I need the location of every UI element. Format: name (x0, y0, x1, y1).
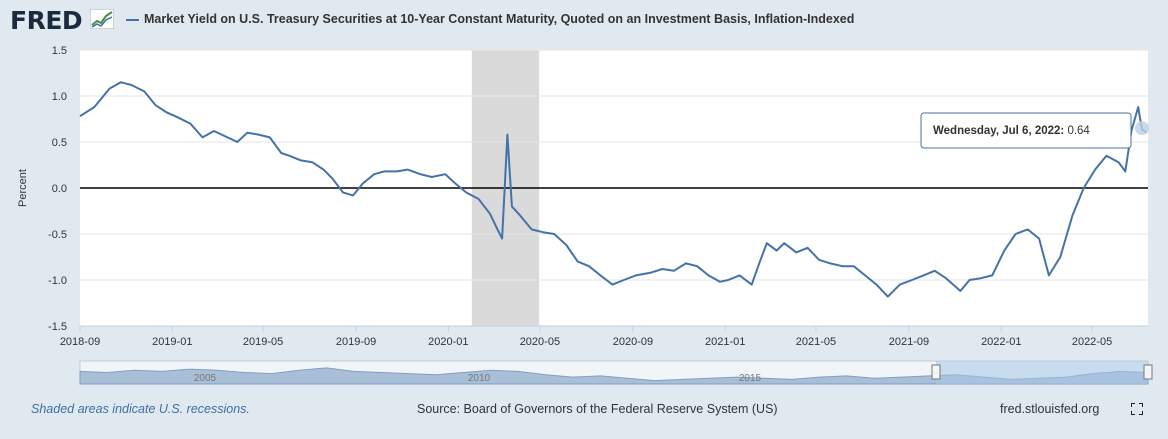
fred-logo[interactable]: FRED (10, 6, 83, 35)
y-tick-label: -1.5 (48, 321, 67, 333)
series-line[interactable] (79, 81, 1148, 298)
y-tick-label: 0.5 (52, 137, 67, 149)
y-axis-label: Percent (17, 169, 29, 207)
chart-header: FRED Market Yield on U.S. Treasury Secur… (0, 0, 1168, 40)
navigator-label: 2005 (194, 373, 217, 384)
x-tick-label: 2021-01 (705, 336, 745, 348)
y-tick-label: 1.0 (52, 91, 67, 103)
navigator-handle-right[interactable] (1143, 364, 1153, 380)
x-tick-label: 2019-01 (152, 336, 192, 348)
fullscreen-icon[interactable] (1131, 403, 1143, 415)
navigator-selection[interactable] (936, 361, 1148, 384)
x-tick-label: 2022-01 (981, 336, 1021, 348)
legend-swatch (126, 19, 139, 21)
fred-graph-icon (90, 9, 114, 29)
x-tick-label: 2020-01 (428, 336, 468, 348)
x-tick-label: 2022-05 (1072, 336, 1112, 348)
y-tick-label: 1.5 (52, 45, 67, 57)
tooltip-value: 0.64 (1064, 125, 1090, 137)
navigator-handle-left[interactable] (931, 364, 941, 380)
x-tick-label: 2019-05 (243, 336, 283, 348)
source-note: Source: Board of Governors of the Federa… (417, 402, 778, 416)
navigator-label: 2010 (468, 373, 491, 384)
x-tick-label: 2021-09 (889, 336, 929, 348)
tooltip-date: Wednesday, Jul 6, 2022: (933, 125, 1064, 137)
series-title[interactable]: Market Yield on U.S. Treasury Securities… (144, 12, 855, 26)
navigator-label: 2015 (739, 373, 762, 384)
highlight-marker[interactable] (1134, 121, 1149, 136)
x-tick-label: 2019-09 (336, 336, 376, 348)
x-tick-label: 2020-05 (520, 336, 560, 348)
site-link[interactable]: fred.stlouisfed.org (1000, 402, 1100, 416)
y-tick-label: -0.5 (48, 229, 67, 241)
x-tick-label: 2020-09 (613, 336, 653, 348)
x-tick-label: 2018-09 (60, 336, 100, 348)
x-tick-label: 2021-05 (796, 336, 836, 348)
y-tick-label: 0.0 (52, 183, 67, 195)
y-tick-label: -1.0 (48, 275, 67, 287)
tooltip-text: Wednesday, Jul 6, 2022: 0.64 (933, 125, 1090, 137)
tooltip-box (920, 112, 1132, 149)
recession-note: Shaded areas indicate U.S. recessions. (31, 402, 250, 416)
